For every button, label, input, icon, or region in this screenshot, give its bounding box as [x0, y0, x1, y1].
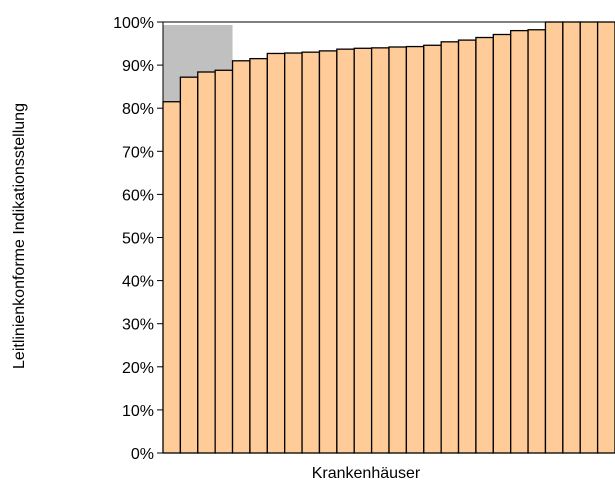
- bar-20: [492, 33, 512, 454]
- bars-layer: [162, 21, 615, 454]
- bar-7: [266, 52, 286, 454]
- bar-8: [284, 52, 303, 454]
- x-axis-title: Krankenhäuser: [312, 465, 421, 482]
- y-tick-label: 70%: [122, 144, 154, 161]
- bar-4: [214, 69, 234, 454]
- bar-21: [510, 29, 529, 454]
- y-tick-label: 50%: [122, 231, 154, 248]
- bar-3: [197, 71, 216, 454]
- bar-15: [405, 45, 425, 454]
- y-tick-label: 60%: [122, 187, 154, 204]
- bar-19: [475, 36, 494, 454]
- bar-25: [579, 21, 599, 454]
- bar-18: [457, 39, 477, 454]
- y-tick-label: 0%: [131, 446, 154, 463]
- bar-16: [423, 44, 442, 454]
- y-tick-label: 30%: [122, 317, 154, 334]
- bar-6: [249, 57, 268, 454]
- y-tick-label: 100%: [113, 15, 154, 32]
- bar-14: [388, 46, 408, 454]
- y-axis-title: Leitlinienkonforme Indikationsstellung: [11, 103, 28, 369]
- bar-10: [318, 50, 338, 454]
- y-tick-label: 80%: [122, 101, 154, 118]
- bar-26: [596, 21, 615, 454]
- y-ticks-layer: 0% 10% 20% 30% 40% 50% 60% 70% 80% 90% 100%: [113, 15, 163, 463]
- bar-24: [562, 21, 581, 454]
- bar-2: [179, 76, 199, 454]
- bar-22: [527, 29, 547, 454]
- bar-23: [544, 21, 564, 454]
- bar-11: [336, 48, 355, 454]
- bar-1: [162, 101, 182, 454]
- bar-9: [301, 51, 321, 454]
- y-tick-label: 10%: [122, 403, 154, 420]
- bar-12: [353, 47, 373, 454]
- y-tick-label: 40%: [122, 274, 154, 291]
- bar-17: [440, 41, 460, 454]
- bar-5: [231, 60, 251, 454]
- bar-13: [370, 47, 390, 454]
- y-tick-label: 20%: [122, 360, 154, 377]
- y-tick-label: 90%: [122, 58, 154, 75]
